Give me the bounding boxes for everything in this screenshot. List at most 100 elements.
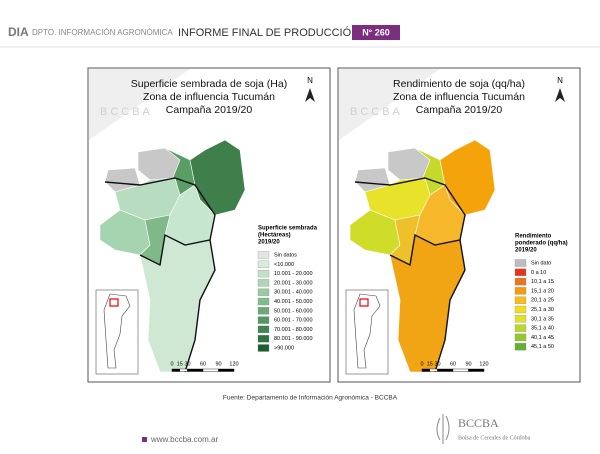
scale-label: 15 [177,361,183,367]
watermark-band [89,69,190,140]
legend-label: 20.001 - 30.000 [274,280,313,286]
legend-swatch [514,259,527,267]
legend-swatch [514,315,527,323]
watermark: BCCBA [100,106,153,118]
scale-segment [429,368,438,372]
dept-abbr: DIA [8,25,29,39]
inset-highlight [109,298,119,307]
north-arrow [305,88,315,102]
source: Fuente: Departamento de Información Agro… [223,395,398,402]
legend-label: 30.001 - 40.000 [274,290,313,296]
map-title: Zona de influencia Tucumán [143,91,275,103]
legend-swatch [257,307,270,315]
bullet [142,437,147,442]
legend-swatch [257,269,270,278]
legend-label: 70.001 - 80.000 [274,327,313,333]
scale-segment [421,368,430,372]
inset-country [353,293,381,369]
inset-highlight [359,298,369,307]
legend-label: 60.001 - 70.000 [274,318,313,324]
zone-border [389,233,466,373]
legend-swatch [257,344,270,352]
legend-label: 50.001 - 60.000 [274,308,313,314]
scale-label: 30 [434,361,440,367]
legend-swatch [257,279,270,287]
scale-label: 30 [184,361,190,367]
scale-segment [179,368,188,372]
legend-swatch [257,251,270,259]
legend-swatch [514,277,527,286]
legend-label: 45,1 a 50 [531,344,554,350]
inset-country [103,293,131,369]
scale-label: 15 [427,361,433,367]
legend-label: 80.001 - 90.000 [274,336,313,342]
legend-swatch [514,287,527,295]
report-number: N° 260 [362,27,390,37]
scale-label: 0 [170,361,173,367]
map-title: Campaña 2019/20 [416,104,503,116]
legend-label: 25,1 a 30 [531,307,554,313]
scale-label: 120 [229,361,238,367]
scale-label: 90 [465,361,471,367]
scale-segment [452,368,469,372]
legend-swatch [257,316,270,324]
legend-label: 15,1 a 20 [531,288,554,294]
logo-icon [436,414,450,444]
legend-label: 40,1 a 45 [531,335,554,341]
legend-swatch [257,297,270,306]
zone-border [354,177,466,241]
scale-segment [437,368,454,372]
footer-url: www.bccba.com.ar [150,435,218,444]
legend-label: 0 a 10 [531,270,546,276]
legend-swatch [514,268,527,276]
legend-swatch [514,333,527,342]
legend-label: Sin datos [274,252,297,258]
report-title: INFORME FINAL DE PRODUCCIÓN [178,26,359,39]
org-name: Bolsa de Cereales de Córdoba [458,435,531,441]
legend-label: 10,1 a 15 [531,279,554,285]
scale-label: 60 [200,361,206,367]
watermark-band [339,69,440,140]
map-title: Rendimiento de soja (qq/ha) [393,78,525,90]
legend-title: (Hectáreas) [258,233,291,239]
legend-swatch [257,288,270,296]
north: N [307,76,313,85]
zone-border [104,177,216,241]
legend-swatch [257,325,270,334]
legend-title: Rendimiento [515,234,552,240]
legend-label: 20,1 a 25 [531,298,554,304]
scale-segment [187,368,204,372]
legend-label: 40.001 - 50.000 [274,299,313,305]
zone-border [139,233,216,373]
scale-segment [202,368,219,372]
number-badge [352,25,400,40]
legend-label: Sin dato [531,260,551,266]
map-title: Zona de influencia Tucumán [393,91,525,103]
legend-title: 2019/20 [258,240,280,246]
legend-label: >90.000 [274,345,294,351]
legend-swatch [514,324,527,332]
scale-segment [171,368,180,372]
legend-swatch [514,305,527,314]
legend-swatch [514,343,527,351]
north-arrow [555,88,565,102]
legend-label: <10.000 [274,262,294,268]
scale-label: 120 [479,361,488,367]
legend-label: 10.001 - 20.000 [274,271,313,277]
watermark: BCCBA [350,106,403,118]
legend-title: ponderado (qq/ha) [515,241,568,247]
legend-swatch [514,296,527,304]
scale-label: 90 [215,361,221,367]
scale-label: 0 [420,361,423,367]
legend-swatch [257,260,270,268]
map-title: Campaña 2019/20 [166,104,253,116]
scale-segment [468,368,485,372]
scale-label: 60 [450,361,456,367]
legend-label: 35,1 a 40 [531,326,554,332]
map-title: Superficie sembrada de soja (Ha) [131,78,287,90]
legend-title: 2019/20 [515,248,537,254]
dept: DPTO. INFORMACIÓN AGRONÓMICA [32,28,173,37]
legend-label: 30,1 a 35 [531,316,554,322]
